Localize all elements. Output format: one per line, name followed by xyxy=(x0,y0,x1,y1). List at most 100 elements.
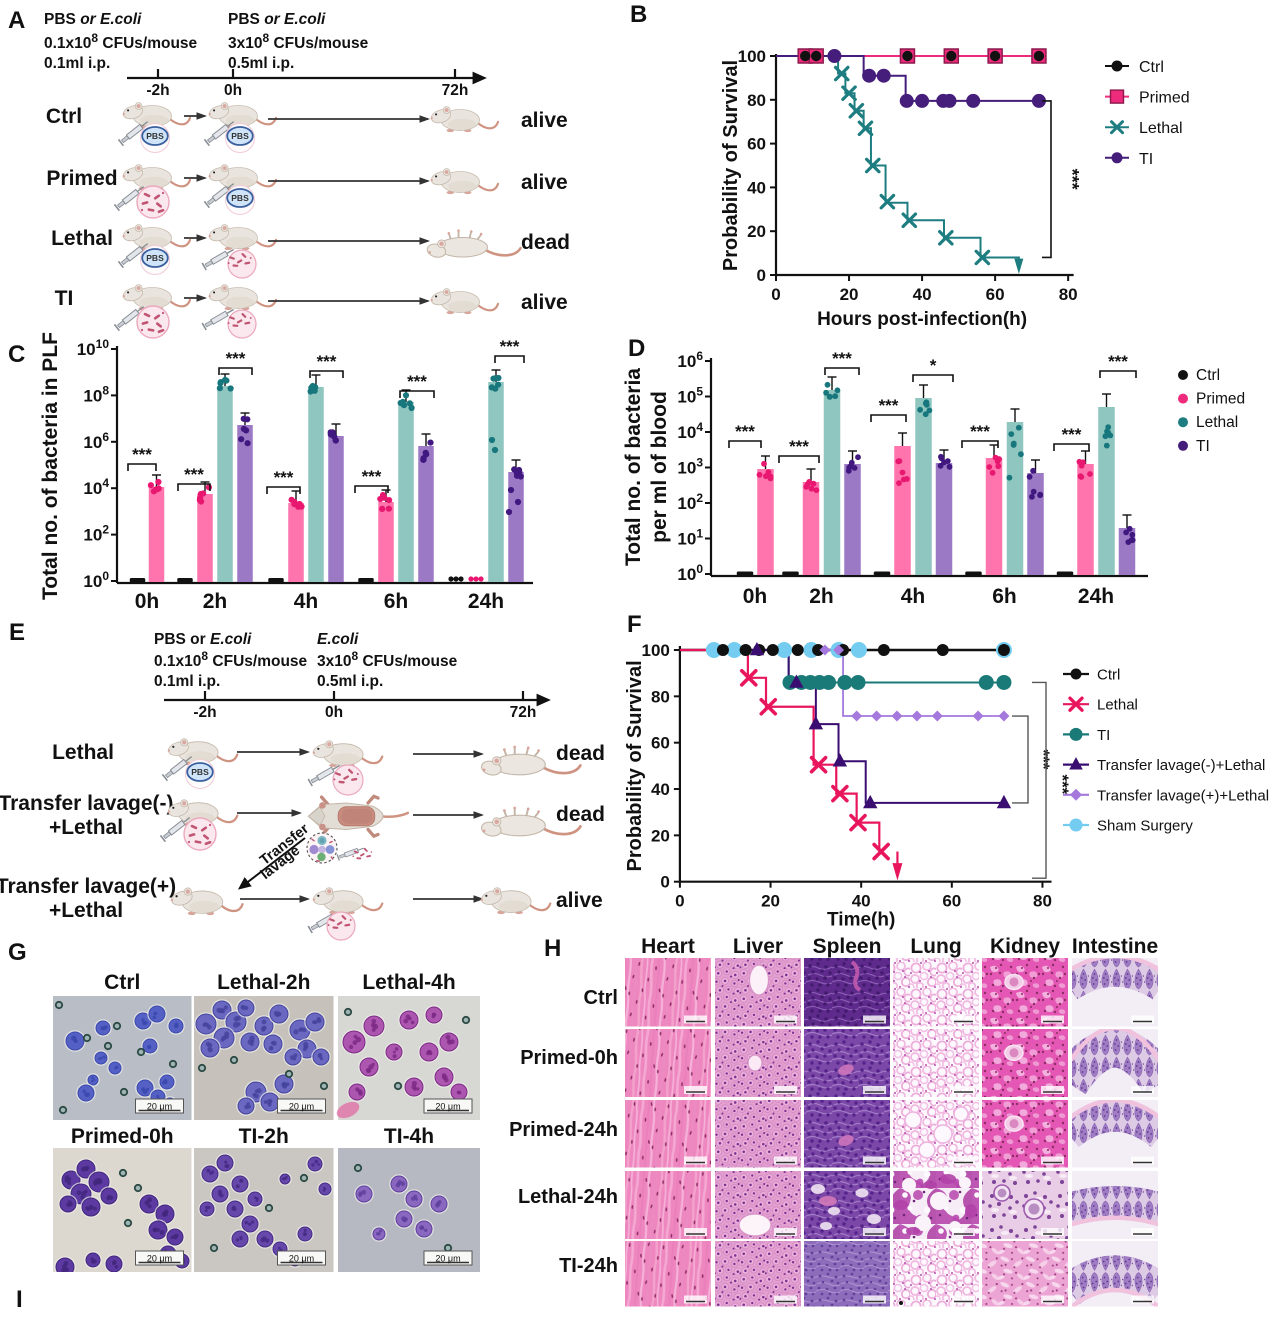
svg-text:alive: alive xyxy=(521,171,568,194)
svg-text:F: F xyxy=(627,611,642,638)
svg-text:TI: TI xyxy=(55,287,74,310)
svg-text:Hours post-infection(h): Hours post-infection(h) xyxy=(817,309,1027,330)
svg-text:alive: alive xyxy=(521,109,568,132)
svg-text:0.1ml i.p.: 0.1ml i.p. xyxy=(44,55,110,72)
svg-text:80: 80 xyxy=(651,687,670,706)
svg-text:80: 80 xyxy=(1033,892,1052,911)
svg-text:***: *** xyxy=(1062,425,1082,444)
svg-text:Lethal: Lethal xyxy=(1196,414,1238,431)
svg-text:TI: TI xyxy=(1196,438,1210,455)
svg-text:Primed: Primed xyxy=(1196,391,1245,408)
svg-text:0: 0 xyxy=(757,266,766,285)
svg-text:Liver: Liver xyxy=(733,935,783,958)
svg-text:***: *** xyxy=(970,422,990,441)
svg-text:20 μm: 20 μm xyxy=(147,1102,172,1112)
svg-text:24h: 24h xyxy=(1078,585,1114,608)
svg-text:***: *** xyxy=(1053,774,1072,794)
svg-text:Primed-0h: Primed-0h xyxy=(71,1125,174,1148)
svg-text:80: 80 xyxy=(1059,285,1078,304)
svg-text:***: *** xyxy=(1108,352,1128,371)
svg-text:Lethal: Lethal xyxy=(1097,697,1138,714)
svg-text:PBS or E.coli: PBS or E.coli xyxy=(228,11,326,28)
svg-text:40: 40 xyxy=(747,178,766,197)
svg-text:***: *** xyxy=(735,422,755,441)
svg-text:-2h: -2h xyxy=(193,704,216,721)
svg-text:-2h: -2h xyxy=(146,82,169,99)
svg-text:0h: 0h xyxy=(135,590,160,613)
svg-text:dead: dead xyxy=(556,803,605,826)
svg-text:Spleen: Spleen xyxy=(813,935,882,958)
svg-text:***: *** xyxy=(500,337,520,356)
svg-text:Primed: Primed xyxy=(1139,90,1190,107)
svg-text:***: *** xyxy=(879,396,899,415)
svg-text:B: B xyxy=(630,1,647,28)
svg-text:0: 0 xyxy=(675,892,684,911)
svg-text:Lethal-2h: Lethal-2h xyxy=(217,971,310,994)
svg-text:***: *** xyxy=(789,437,809,456)
svg-text:24h: 24h xyxy=(468,590,504,613)
svg-text:4h: 4h xyxy=(294,590,319,613)
svg-text:Primed-24h: Primed-24h xyxy=(509,1119,618,1141)
svg-text:72h: 72h xyxy=(510,704,537,721)
svg-text:6h: 6h xyxy=(992,585,1017,608)
svg-text:Lethal-24h: Lethal-24h xyxy=(518,1186,618,1208)
svg-text:20: 20 xyxy=(761,892,780,911)
svg-text:6h: 6h xyxy=(384,590,409,613)
svg-text:TI: TI xyxy=(1139,151,1153,168)
svg-text:***: *** xyxy=(317,352,337,371)
svg-text:2h: 2h xyxy=(203,590,228,613)
svg-text:Total no. of bacteria: Total no. of bacteria xyxy=(622,368,645,566)
svg-text:***: *** xyxy=(184,465,204,484)
svg-text:20: 20 xyxy=(840,285,859,304)
svg-text:D: D xyxy=(628,335,645,362)
svg-text:TI-24h: TI-24h xyxy=(559,1255,618,1277)
svg-text:Lung: Lung xyxy=(910,935,961,958)
svg-text:0: 0 xyxy=(660,873,669,892)
svg-text:***: *** xyxy=(362,467,382,486)
svg-text:0: 0 xyxy=(771,285,780,304)
svg-text:***: *** xyxy=(1034,750,1053,770)
svg-text:Heart: Heart xyxy=(641,935,695,958)
svg-text:PBS or E.coli: PBS or E.coli xyxy=(44,11,142,28)
svg-text:0h: 0h xyxy=(224,82,242,99)
svg-text:Transfer lavage(+): Transfer lavage(+) xyxy=(0,875,176,898)
svg-text:20 μm: 20 μm xyxy=(435,1254,460,1264)
svg-text:TI: TI xyxy=(1097,727,1110,744)
svg-text:Sham Surgery: Sham Surgery xyxy=(1097,818,1193,835)
svg-text:Transfer lavage(-): Transfer lavage(-) xyxy=(0,792,174,815)
svg-text:E.coli: E.coli xyxy=(317,631,359,648)
svg-text:3x108 CFUs/mouse: 3x108 CFUs/mouse xyxy=(228,31,369,52)
svg-text:alive: alive xyxy=(521,291,568,314)
svg-text:Probability of Survival: Probability of Survival xyxy=(720,60,742,271)
svg-text:60: 60 xyxy=(651,734,670,753)
svg-text:3x108 CFUs/mouse: 3x108 CFUs/mouse xyxy=(317,649,458,670)
svg-text:Ctrl: Ctrl xyxy=(1196,367,1220,384)
svg-text:Lethal: Lethal xyxy=(51,227,113,250)
svg-text:Ctrl: Ctrl xyxy=(46,105,82,128)
svg-text:Ctrl: Ctrl xyxy=(1097,667,1120,684)
svg-text:60: 60 xyxy=(986,285,1005,304)
svg-text:40: 40 xyxy=(852,892,871,911)
svg-text:dead: dead xyxy=(521,231,570,254)
svg-text:alive: alive xyxy=(556,889,603,912)
svg-text:Time(h): Time(h) xyxy=(827,910,895,931)
svg-text:***: *** xyxy=(274,468,294,487)
svg-text:0.1x108 CFUs/mouse: 0.1x108 CFUs/mouse xyxy=(44,31,198,52)
svg-text:100: 100 xyxy=(642,641,670,660)
svg-text:***: *** xyxy=(1062,169,1082,190)
svg-text:0.5ml i.p.: 0.5ml i.p. xyxy=(317,673,383,690)
svg-text:Lethal-4h: Lethal-4h xyxy=(362,971,455,994)
svg-text:H: H xyxy=(544,935,561,962)
svg-text:+Lethal: +Lethal xyxy=(49,816,123,839)
svg-text:Transfer lavage(+)+Lethal: Transfer lavage(+)+Lethal xyxy=(1097,787,1269,804)
svg-text:Total no. of bacteria in PLF: Total no. of bacteria in PLF xyxy=(39,332,62,600)
svg-text:Primed: Primed xyxy=(46,167,117,190)
svg-text:Primed-0h: Primed-0h xyxy=(520,1047,618,1069)
svg-text:TI-4h: TI-4h xyxy=(384,1125,434,1148)
svg-text:TI-2h: TI-2h xyxy=(239,1125,289,1148)
svg-text:20: 20 xyxy=(651,826,670,845)
svg-text:Probability of Survival: Probability of Survival xyxy=(624,660,646,871)
svg-text:20: 20 xyxy=(747,222,766,241)
svg-text:60: 60 xyxy=(942,892,961,911)
svg-text:0h: 0h xyxy=(743,585,768,608)
